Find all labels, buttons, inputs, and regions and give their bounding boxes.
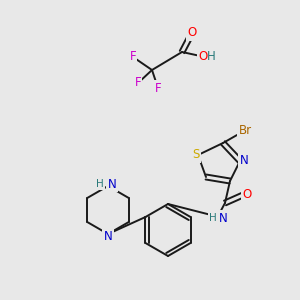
Text: H: H bbox=[96, 179, 104, 189]
Text: H: H bbox=[207, 50, 215, 64]
Text: Br: Br bbox=[238, 124, 252, 137]
Text: O: O bbox=[188, 26, 196, 40]
Text: H: H bbox=[209, 213, 217, 223]
Text: F: F bbox=[155, 82, 161, 94]
Text: F: F bbox=[135, 76, 141, 89]
Text: N: N bbox=[103, 230, 112, 242]
Text: N: N bbox=[219, 212, 227, 224]
Text: O: O bbox=[242, 188, 252, 202]
Text: N: N bbox=[240, 154, 248, 167]
Text: S: S bbox=[192, 148, 200, 161]
Text: N: N bbox=[108, 178, 116, 190]
Text: O: O bbox=[198, 50, 208, 64]
Text: F: F bbox=[130, 50, 136, 64]
